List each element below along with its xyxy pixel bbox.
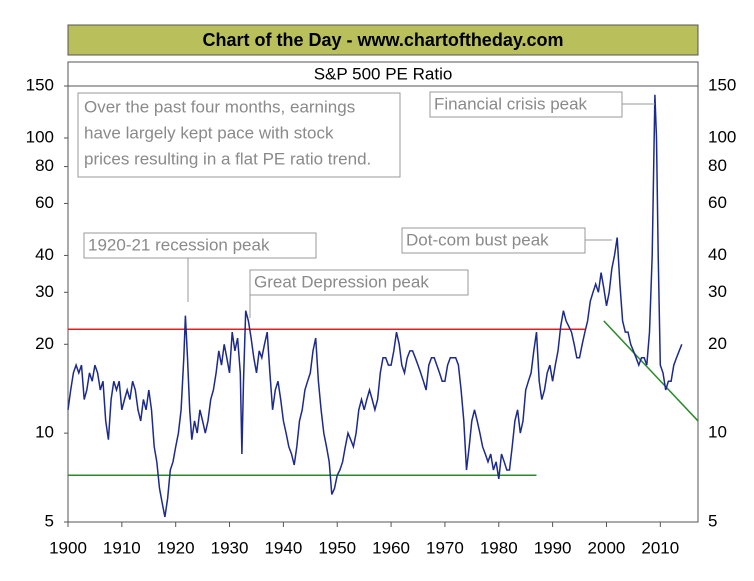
note-line: have largely kept pace with stock: [84, 123, 334, 142]
x-tick-label: 2010: [641, 538, 679, 557]
note-line: Over the past four months, earnings: [84, 97, 355, 116]
y2-tick-label: 40: [708, 245, 727, 264]
y-tick-label: 150: [26, 75, 54, 94]
annotation-box: [401, 227, 586, 254]
title-box: [67, 61, 699, 87]
y2-tick-label: 10: [708, 423, 727, 442]
y2-tick-label: 20: [708, 334, 727, 353]
annotation-box: [249, 269, 469, 296]
annotation: 1920-21 recession peak: [88, 235, 270, 254]
x-tick-label: 2000: [588, 538, 626, 557]
note-line: prices resulting in a flat PE ratio tren…: [84, 149, 371, 168]
annotation-box: [429, 91, 623, 118]
y2-tick-label: 100: [708, 127, 736, 146]
annotation: Financial crisis peak: [434, 94, 588, 113]
y2-tick-label: 60: [708, 193, 727, 212]
x-tick-label: 1970: [426, 538, 464, 557]
reference-line: [603, 320, 699, 422]
note-box: [77, 92, 401, 178]
header: Chart of the Day - www.chartoftheday.com: [202, 30, 563, 50]
series-line: [67, 94, 683, 518]
header-bar: [67, 24, 699, 56]
y-tick-label: 10: [35, 423, 54, 442]
annotation: Dot-com bust peak: [406, 230, 549, 249]
y-tick-label: 20: [35, 334, 54, 353]
y-tick-label: 30: [35, 282, 54, 301]
annotation-box: [83, 232, 317, 259]
y-tick-label: 5: [45, 511, 54, 530]
y2-tick-label: 80: [708, 156, 727, 175]
x-tick-label: 1940: [264, 538, 302, 557]
x-tick-label: 1950: [318, 538, 356, 557]
x-tick-label: 1900: [49, 538, 87, 557]
x-tick-label: 1960: [372, 538, 410, 557]
y-tick-label: 100: [26, 127, 54, 146]
chart-title: S&P 500 PE Ratio: [314, 64, 453, 83]
plot-frame: [67, 85, 699, 523]
x-tick-label: 1910: [103, 538, 141, 557]
y2-tick-label: 30: [708, 282, 727, 301]
y-tick-label: 80: [35, 156, 54, 175]
y-tick-label: 40: [35, 245, 54, 264]
x-tick-label: 1990: [534, 538, 572, 557]
annotation: Great Depression peak: [254, 272, 429, 291]
x-tick-label: 1920: [157, 538, 195, 557]
y2-tick-label: 5: [708, 511, 717, 530]
x-tick-label: 1930: [211, 538, 249, 557]
y2-tick-label: 150: [708, 75, 736, 94]
y-tick-label: 60: [35, 193, 54, 212]
x-tick-label: 1980: [480, 538, 518, 557]
